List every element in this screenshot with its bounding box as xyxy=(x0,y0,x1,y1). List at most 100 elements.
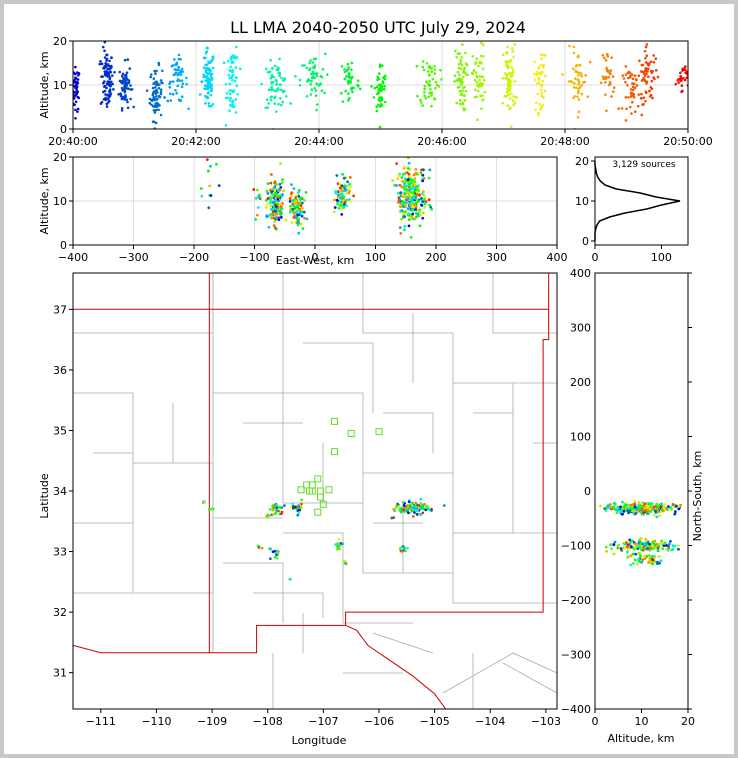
ew-point xyxy=(430,207,434,211)
time-point xyxy=(153,105,156,108)
ew-point xyxy=(403,228,406,232)
time-point xyxy=(382,87,386,91)
time-ytick-label: 0 xyxy=(60,123,67,136)
ew-point xyxy=(342,176,346,180)
time-point xyxy=(315,108,318,112)
time-point xyxy=(652,54,656,57)
time-point xyxy=(641,103,644,107)
time-point xyxy=(510,66,514,69)
time-point xyxy=(375,85,379,89)
time-point xyxy=(685,70,688,74)
time-point xyxy=(301,64,304,67)
ns-point xyxy=(660,541,664,545)
time-point xyxy=(579,72,583,75)
time-point xyxy=(611,75,615,78)
time-point xyxy=(153,111,157,114)
ew-point xyxy=(405,188,409,192)
time-point xyxy=(177,53,181,57)
ew-point xyxy=(304,191,308,194)
time-point xyxy=(541,65,545,69)
ns-point xyxy=(633,502,637,506)
map-xtick-label: −107 xyxy=(308,715,338,728)
ew-point xyxy=(270,216,274,220)
ns-point xyxy=(658,514,662,517)
time-point xyxy=(512,55,515,59)
time-point xyxy=(622,77,626,80)
ns-point xyxy=(673,512,677,516)
ns-point xyxy=(677,505,681,508)
time-point xyxy=(314,57,318,61)
time-point xyxy=(649,86,653,89)
map-source-point xyxy=(406,546,409,550)
time-point xyxy=(378,63,382,66)
ew-point xyxy=(257,193,261,197)
ew-point xyxy=(339,196,343,200)
ns-point xyxy=(640,507,644,511)
time-point xyxy=(534,101,538,105)
time-point xyxy=(634,78,638,81)
ew-point xyxy=(335,198,339,202)
time-point xyxy=(577,54,580,58)
time-point xyxy=(309,59,312,62)
ew-point xyxy=(288,200,292,203)
ns-ytick-label: 400 xyxy=(570,267,591,280)
ew-point xyxy=(272,204,276,208)
time-point xyxy=(461,101,465,105)
county-border xyxy=(133,592,214,653)
lma-figure: LL LMA 2040-2050 UTC July 29, 2024 3,129… xyxy=(38,18,713,747)
time-point xyxy=(512,95,516,98)
time-point xyxy=(226,59,230,63)
time-point xyxy=(632,95,636,99)
ew-point xyxy=(288,197,292,200)
ew-point xyxy=(414,208,417,211)
ew-point xyxy=(349,185,352,189)
ns-point xyxy=(650,544,654,548)
ew-point xyxy=(407,218,411,222)
ns-point xyxy=(634,552,638,556)
time-point xyxy=(509,125,513,128)
time-point xyxy=(640,113,644,117)
time-point xyxy=(305,66,309,70)
ew-point xyxy=(265,189,269,193)
ew-point xyxy=(411,180,415,183)
time-point xyxy=(647,63,650,67)
map-source-point xyxy=(300,498,303,502)
time-point xyxy=(346,62,350,66)
time-point xyxy=(656,75,660,79)
time-point xyxy=(119,92,122,96)
map-source-point xyxy=(430,509,433,512)
ns-point xyxy=(638,552,641,556)
time-point xyxy=(375,109,379,113)
time-point xyxy=(230,61,234,65)
time-point xyxy=(356,79,360,82)
time-point xyxy=(632,92,635,96)
ns-point xyxy=(654,509,657,513)
time-point xyxy=(511,74,514,77)
time-point xyxy=(420,101,423,104)
map-ytick-label: 35 xyxy=(53,424,67,437)
time-point xyxy=(624,119,628,122)
ew-series-points xyxy=(199,157,434,239)
time-point xyxy=(187,107,190,111)
time-point xyxy=(294,74,297,78)
ew-point xyxy=(400,202,404,206)
ns-point xyxy=(643,542,647,546)
map-source-point xyxy=(297,504,300,507)
time-point xyxy=(232,89,236,93)
map-source-point xyxy=(275,506,279,510)
time-point xyxy=(77,96,81,100)
time-point xyxy=(229,103,232,107)
time-point xyxy=(608,81,612,84)
time-point xyxy=(624,65,628,68)
ew-point xyxy=(291,207,294,211)
ew-xtick-label: −200 xyxy=(179,251,209,264)
time-point xyxy=(105,53,108,57)
time-point xyxy=(586,95,590,98)
ns-point xyxy=(660,539,664,543)
time-point xyxy=(572,96,575,100)
ew-point xyxy=(407,183,411,187)
time-point xyxy=(473,88,477,92)
county-border xyxy=(372,632,434,654)
time-point xyxy=(543,54,547,57)
map-ytick-label: 32 xyxy=(53,606,67,619)
